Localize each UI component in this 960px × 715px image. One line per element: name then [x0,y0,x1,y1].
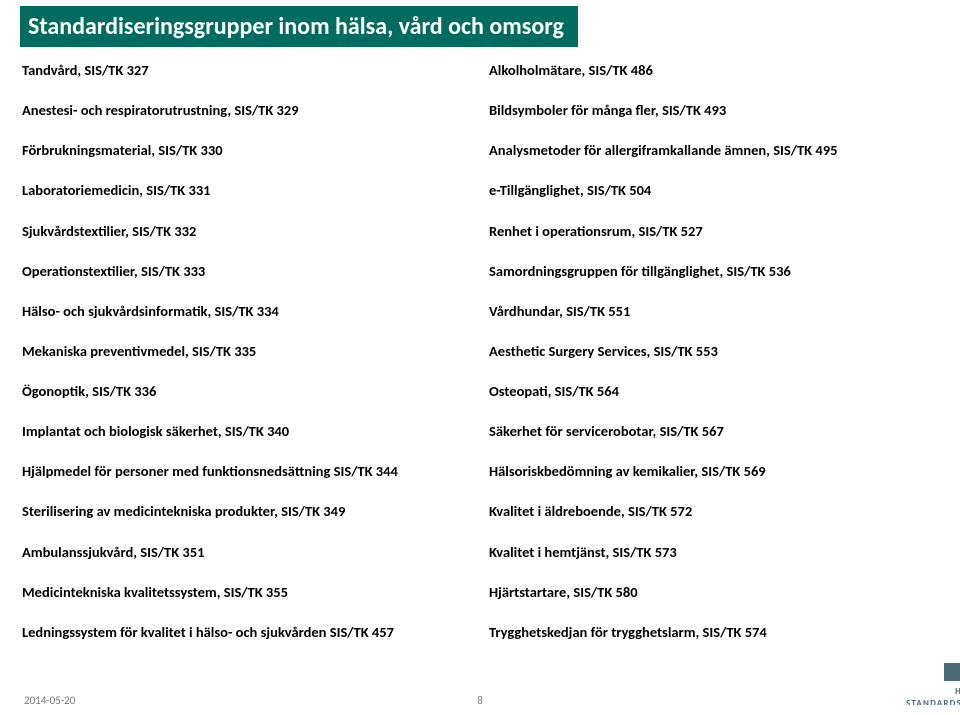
list-item: Vårdhundar, SIS/TK 551 [489,302,938,320]
logo-mark-icon [944,663,960,681]
list-item: Laboratoriemedicin, SIS/TK 331 [22,181,471,199]
left-column: Tandvård, SIS/TK 327 Anestesi- och respir… [22,61,471,663]
standards-institute-logo: H STANDARDS INSTITUTE [886,663,960,705]
logo-line2: STANDARDS [906,698,960,706]
list-item: Hälso- och sjukvårdsinformatik, SIS/TK 3… [22,302,471,320]
list-item: Mekaniska preventivmedel, SIS/TK 335 [22,342,471,360]
list-item: e-Tillgänglighet, SIS/TK 504 [489,181,938,199]
list-item: Ögonoptik, SIS/TK 336 [22,382,471,400]
content-columns: Tandvård, SIS/TK 327 Anestesi- och respir… [20,61,940,663]
footer: 2014-05-20 8 [24,694,936,707]
right-column: Alkolholmätare, SIS/TK 486 Bildsymboler f… [489,61,938,663]
list-item: Aesthetic Surgery Services, SIS/TK 553 [489,342,938,360]
list-item: Trygghetskedjan för trygghetslarm, SIS/T… [489,623,938,641]
footer-date: 2014-05-20 [24,694,75,707]
list-item: Förbrukningsmaterial, SIS/TK 330 [22,141,471,159]
list-item: Hälsoriskbedömning av kemikalier, SIS/TK… [489,462,938,480]
list-item: Alkolholmätare, SIS/TK 486 [489,61,938,79]
list-item: Kvalitet i äldreboende, SIS/TK 572 [489,502,938,520]
list-item: Tandvård, SIS/TK 327 [22,61,471,79]
list-item: Hjärtstartare, SIS/TK 580 [489,583,938,601]
list-item: Implantat och biologisk säkerhet, SIS/TK… [22,422,471,440]
list-item: Sjukvårdstextilier, SIS/TK 332 [22,222,471,240]
list-item: Renhet i operationsrum, SIS/TK 527 [489,222,938,240]
slide: Standardiseringsgrupper inom hälsa, vård… [0,0,960,715]
list-item: Sterilisering av medicintekniska produkt… [22,502,471,520]
list-item: Ambulanssjukvård, SIS/TK 351 [22,543,471,561]
list-item: Bildsymboler för många fler, SIS/TK 493 [489,101,938,119]
list-item: Samordningsgruppen för tillgänglighet, S… [489,262,938,280]
list-item: Säkerhet för servicerobotar, SIS/TK 567 [489,422,938,440]
list-item: Anestesi- och respiratorutrustning, SIS/… [22,101,471,119]
list-item: Analysmetoder för allergiframkallande äm… [489,141,938,159]
footer-page-number: 8 [477,694,483,707]
list-item: Operationstextilier, SIS/TK 333 [22,262,471,280]
list-item: Osteopati, SIS/TK 564 [489,382,938,400]
list-item: Hjälpmedel för personer med funktionsned… [22,462,471,480]
list-item: Ledningssystem för kvalitet i hälso- och… [22,623,471,641]
logo-line1: H [955,686,960,697]
list-item: Kvalitet i hemtjänst, SIS/TK 573 [489,543,938,561]
list-item: Medicintekniska kvalitetssystem, SIS/TK … [22,583,471,601]
slide-title: Standardiseringsgrupper inom hälsa, vård… [20,6,578,47]
